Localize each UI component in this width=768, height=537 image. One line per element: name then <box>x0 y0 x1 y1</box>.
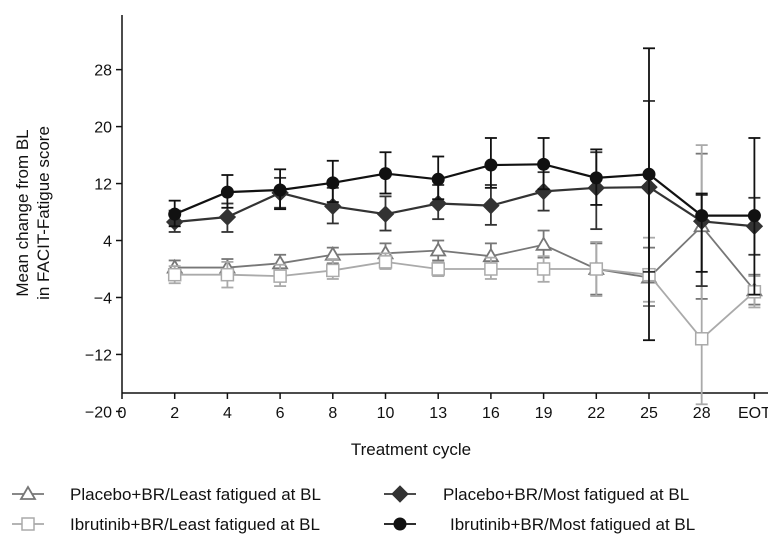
y-tick-label: −12 <box>85 347 112 364</box>
data-point <box>642 167 656 181</box>
y-tick-label: 4 <box>103 234 112 251</box>
data-point <box>19 485 37 500</box>
data-point <box>168 207 182 221</box>
data-point <box>220 185 234 199</box>
data-point <box>391 485 409 503</box>
data-point <box>431 262 445 276</box>
data-point <box>220 267 235 282</box>
data-point <box>537 157 551 171</box>
series-line <box>174 186 755 228</box>
y-axis-label-line-2: in FACIT-Fatigue score <box>34 126 53 300</box>
data-point <box>589 171 603 185</box>
data-point <box>167 267 182 282</box>
data-point <box>273 183 287 197</box>
x-tick-label: 16 <box>482 405 500 422</box>
x-tick-label: 22 <box>587 405 605 422</box>
data-point <box>273 269 287 283</box>
x-tick-label: 19 <box>535 405 553 422</box>
legend-marker-filled-diamond <box>384 485 416 503</box>
series-1 <box>167 144 762 406</box>
x-tick-label: EOT <box>738 405 768 422</box>
x-tick-label: 28 <box>693 405 711 422</box>
y-tick-label: 20 <box>94 120 112 137</box>
legend: Placebo+BR/Least fatigued at BL Ibrutini… <box>12 485 695 534</box>
legend-label: Placebo+BR/Most fatigued at BL <box>443 485 689 504</box>
legend-label: Placebo+BR/Least fatigued at BL <box>70 485 321 504</box>
x-axis-ticks: 0 2 4 6 8 10 13 16 19 22 25 28 EOT <box>118 393 768 422</box>
data-point <box>326 176 340 190</box>
x-tick-label: 13 <box>429 405 447 422</box>
x-tick-label: 4 <box>223 405 232 422</box>
legend-marker-open-square <box>12 517 44 531</box>
series-line <box>174 163 755 217</box>
series-line <box>174 224 756 291</box>
data-point <box>536 262 551 276</box>
data-point <box>393 517 407 531</box>
series-layer <box>165 47 764 406</box>
y-tick-label: −20 <box>85 404 112 421</box>
data-point <box>378 255 393 269</box>
data-point <box>484 262 498 276</box>
legend-item-placebo-least: Placebo+BR/Least fatigued at BL <box>12 485 321 504</box>
data-point <box>484 158 498 172</box>
data-point <box>379 167 392 181</box>
x-tick-label: 0 <box>118 405 127 422</box>
data-point <box>21 517 35 531</box>
y-tick-label: 28 <box>94 63 112 80</box>
y-tick-label: −4 <box>94 290 112 307</box>
data-point <box>429 241 447 257</box>
legend-label: Ibrutinib+BR/Least fatigued at BL <box>70 515 320 534</box>
legend-marker-filled-circle <box>384 517 416 531</box>
x-tick-label: 6 <box>276 405 285 422</box>
data-point <box>695 209 709 223</box>
data-point <box>535 236 553 251</box>
data-point <box>747 209 761 223</box>
series-line <box>174 260 755 341</box>
x-tick-label: 25 <box>640 405 658 422</box>
data-point <box>589 262 604 276</box>
legend-item-ibrutinib-most: Ibrutinib+BR/Most fatigued at BL <box>384 515 695 534</box>
series-0 <box>166 152 763 307</box>
data-point <box>376 205 395 223</box>
data-point <box>482 196 500 215</box>
y-tick-label: 12 <box>94 177 112 194</box>
y-axis-ticks: 28 20 12 4 −4 −12 −20 <box>85 63 122 421</box>
data-point <box>431 172 445 186</box>
chart-axes <box>121 15 768 394</box>
y-axis-label-line-1: Mean change from BL <box>13 129 32 296</box>
legend-marker-open-triangle <box>12 485 44 500</box>
x-tick-label: 10 <box>377 405 395 422</box>
x-axis-label: Treatment cycle <box>351 440 471 459</box>
legend-item-placebo-most: Placebo+BR/Most fatigued at BL <box>384 485 689 504</box>
data-point <box>326 263 340 278</box>
x-tick-label: 2 <box>170 405 179 422</box>
legend-item-ibrutinib-least: Ibrutinib+BR/Least fatigued at BL <box>12 515 320 534</box>
data-point <box>694 332 709 346</box>
data-point <box>218 208 237 226</box>
x-tick-label: 8 <box>328 405 337 422</box>
series-3 <box>168 47 761 342</box>
legend-label: Ibrutinib+BR/Most fatigued at BL <box>450 515 695 534</box>
